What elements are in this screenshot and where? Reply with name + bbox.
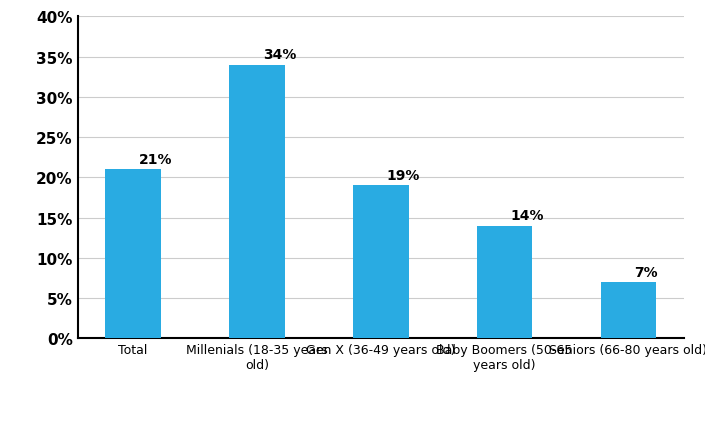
Bar: [477, 226, 532, 339]
Bar: [352, 186, 409, 339]
Bar: [229, 66, 285, 339]
Text: 14%: 14%: [510, 209, 544, 223]
Text: 19%: 19%: [387, 169, 420, 183]
Text: 21%: 21%: [139, 153, 173, 167]
Bar: [601, 283, 656, 339]
Text: 34%: 34%: [263, 48, 296, 62]
Text: 7%: 7%: [634, 265, 658, 279]
Bar: [105, 170, 161, 339]
